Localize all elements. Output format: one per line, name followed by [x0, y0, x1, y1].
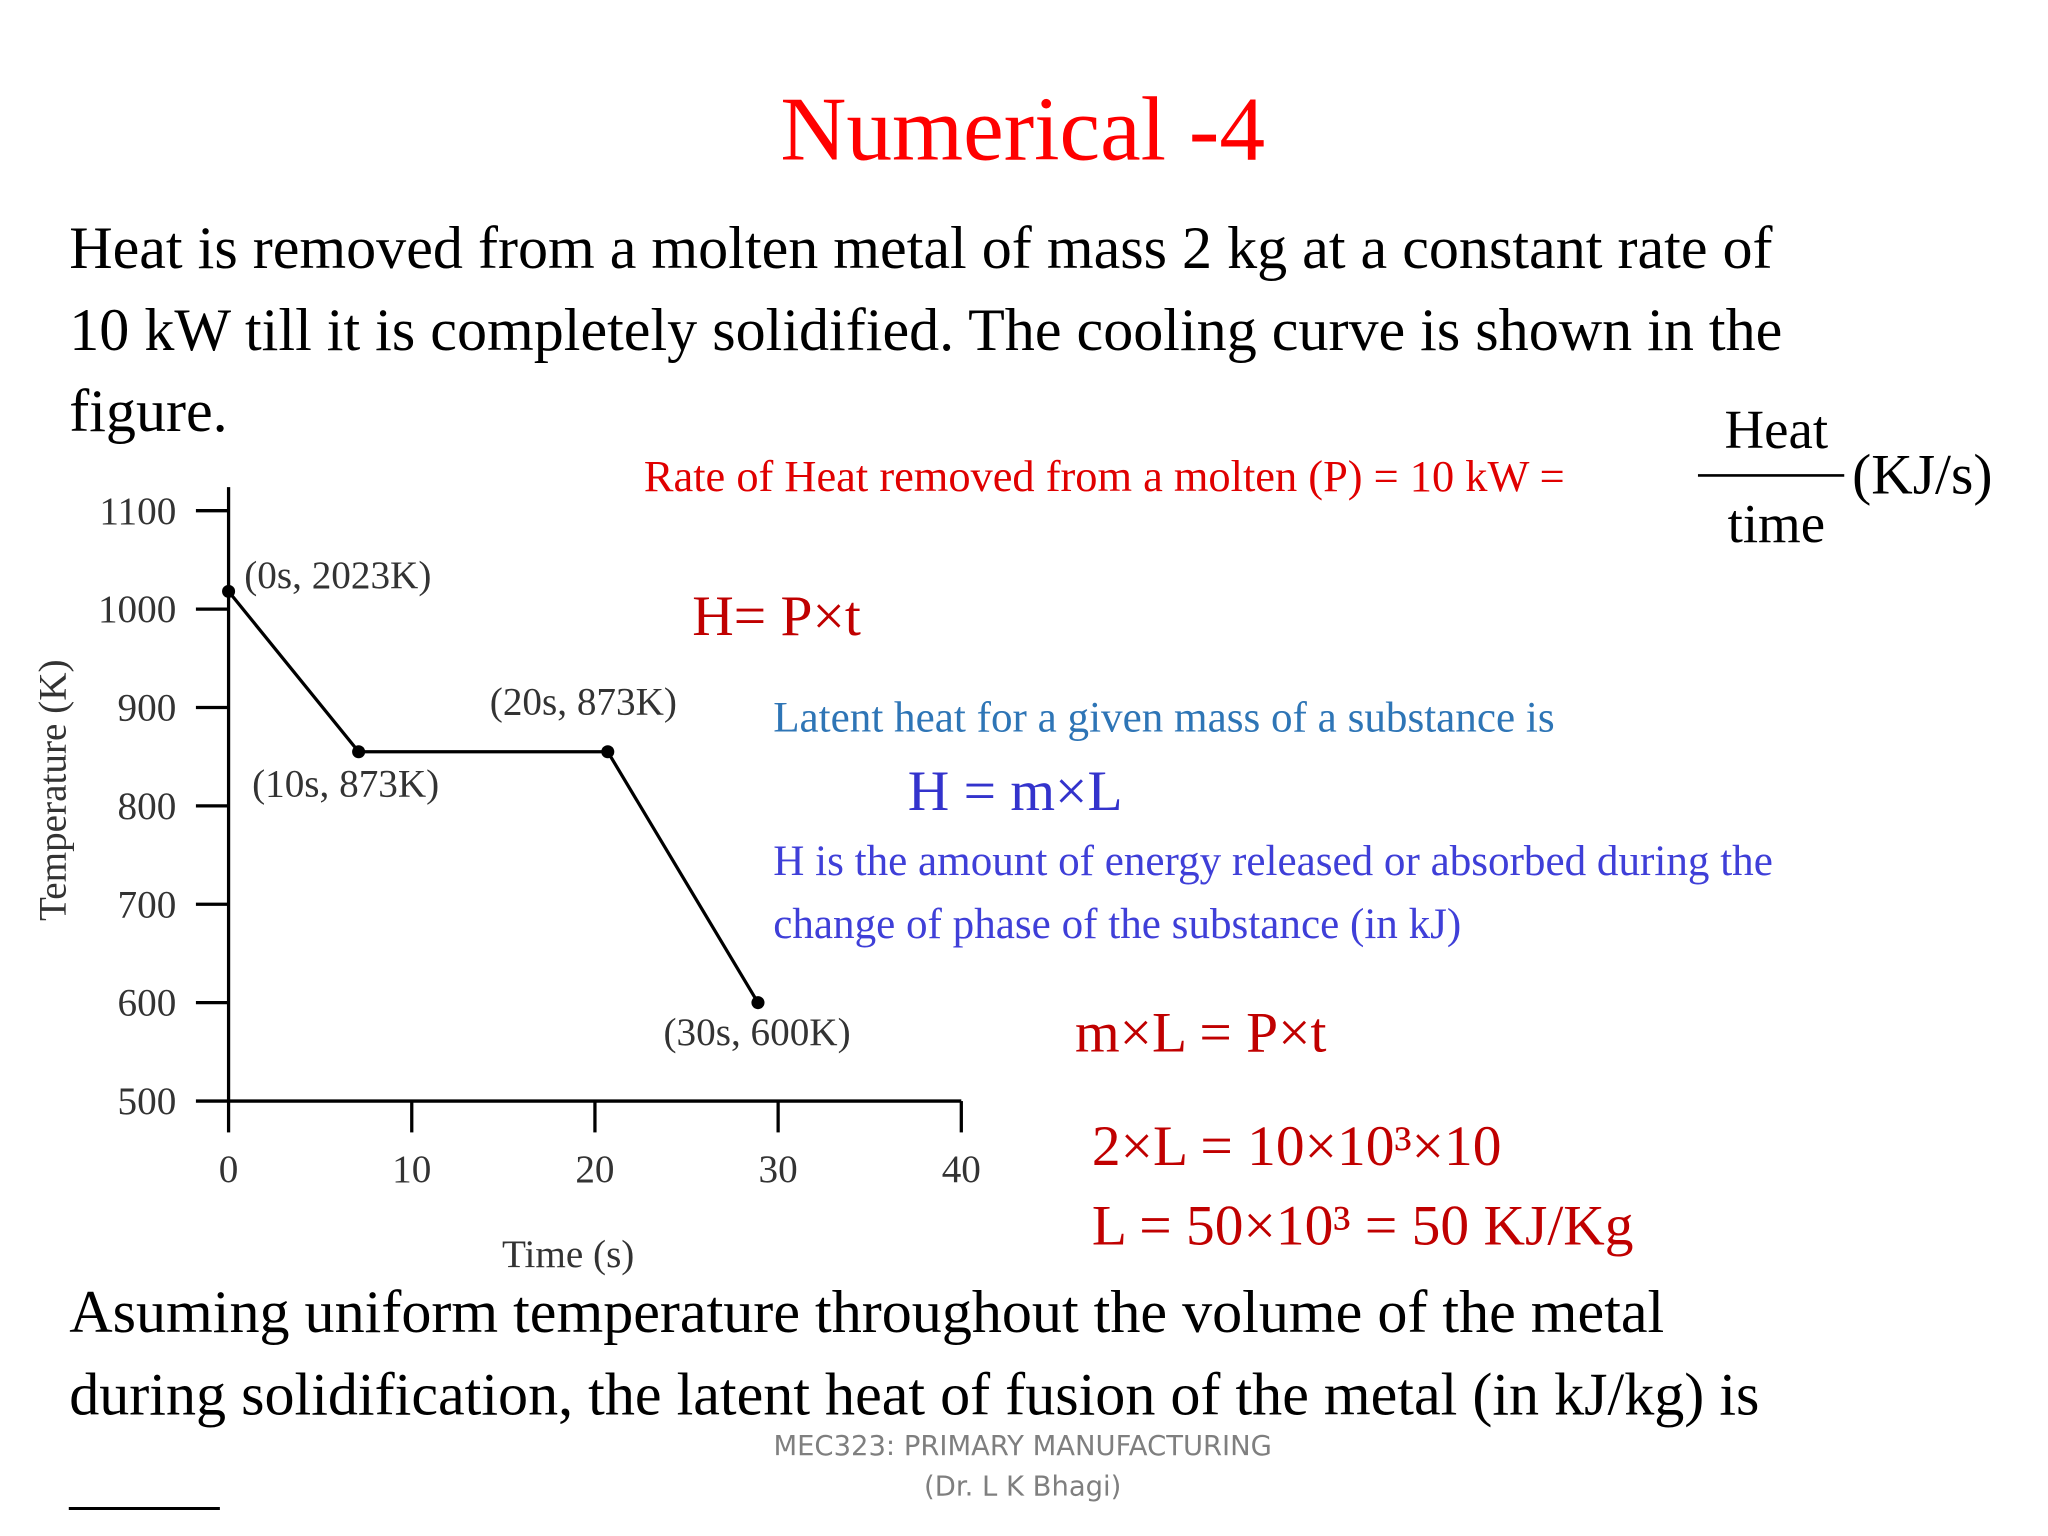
- problem-line: figure.: [69, 377, 227, 444]
- fraction-numerator: Heat: [1725, 399, 1829, 460]
- y-tick-label: 800: [118, 785, 177, 828]
- equation: H= P×t: [692, 585, 861, 648]
- x-tick-label: 40: [942, 1148, 981, 1191]
- fraction-unit: (KJ/s): [1852, 444, 1992, 507]
- solution-line: m×L = P×t: [1075, 1001, 1327, 1064]
- x-tick-label: 30: [759, 1148, 798, 1191]
- latent-intro: Latent heat for a given mass of a substa…: [773, 694, 1554, 741]
- y-tick-label: 1100: [99, 490, 176, 533]
- solution-line: L = 50×10³ = 50 KJ/Kg: [1092, 1195, 1634, 1258]
- y-axis-label: Temperature (K): [31, 659, 74, 921]
- data-point: [601, 745, 615, 759]
- problem-line: Heat is removed from a molten metal of m…: [69, 214, 1772, 281]
- rate-text: Rate of Heat removed from a molten (P) =…: [644, 451, 1565, 501]
- point-annotation: (0s, 2023K): [244, 554, 431, 597]
- question-line: Asuming uniform temperature throughout t…: [69, 1278, 1664, 1345]
- x-tick-label: 10: [392, 1148, 431, 1191]
- y-tick-label: 900: [118, 687, 177, 730]
- footer-text: (Dr. L K Bhagi): [924, 1472, 1121, 1503]
- point-annotation: (30s, 600K): [664, 1011, 851, 1054]
- question-line: during solidification, the latent heat o…: [69, 1361, 1759, 1428]
- data-point: [222, 584, 236, 598]
- y-tick-label: 700: [118, 883, 177, 926]
- problem-line: 10 kW till it is completely solidified. …: [69, 296, 1782, 363]
- equation: H = m×L: [908, 760, 1123, 823]
- data-point: [352, 745, 366, 759]
- cooling-curve: [227, 590, 760, 1004]
- footer-text: MEC323: PRIMARY MANUFACTURING: [773, 1431, 1271, 1462]
- latent-desc: change of phase of the substance (in kJ): [773, 901, 1461, 948]
- question-line: _____: [68, 1448, 220, 1515]
- y-tick-label: 500: [118, 1080, 177, 1123]
- point-annotation: (20s, 873K): [490, 680, 677, 723]
- x-tick-label: 0: [219, 1148, 239, 1191]
- slide-title: Numerical -4: [780, 78, 1265, 179]
- data-point: [751, 996, 765, 1010]
- point-annotation: (10s, 873K): [252, 763, 439, 806]
- latent-desc: H is the amount of energy released or ab…: [773, 838, 1773, 885]
- x-tick-label: 20: [575, 1148, 614, 1191]
- solution-line: 2×L = 10×10³×10: [1092, 1115, 1502, 1178]
- y-tick-label: 1000: [98, 588, 176, 631]
- fraction-denominator: time: [1728, 493, 1825, 554]
- x-axis-label: Time (s): [502, 1233, 634, 1276]
- y-tick-label: 600: [118, 982, 177, 1025]
